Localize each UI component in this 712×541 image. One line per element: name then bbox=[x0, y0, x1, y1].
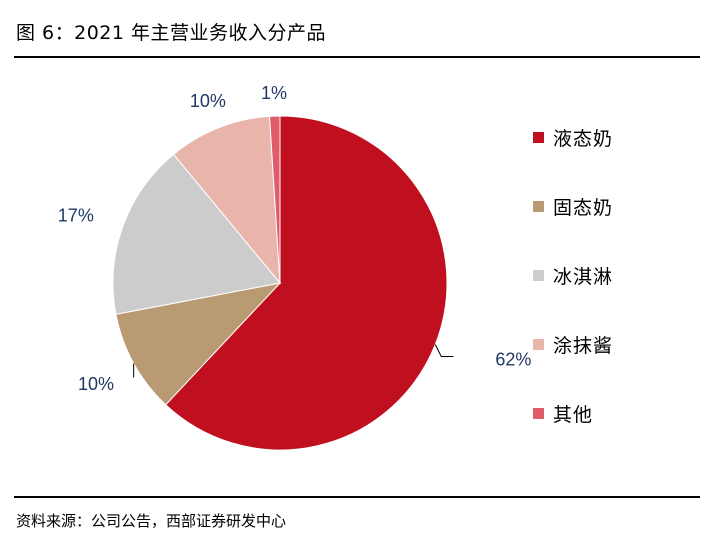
title-rule bbox=[14, 56, 700, 58]
legend-swatch bbox=[533, 408, 544, 419]
slice-label: 1% bbox=[261, 83, 287, 103]
legend-label: 涂抹酱 bbox=[553, 335, 614, 357]
source-note: 资料来源：公司公告，西部证券研发中心 bbox=[16, 512, 287, 530]
pie-slice bbox=[112, 153, 281, 315]
legend-swatch bbox=[533, 339, 544, 350]
legend-swatch bbox=[533, 201, 544, 212]
legend-label: 其他 bbox=[553, 404, 594, 426]
chart-title: 图 6：2021 年主营业务收入分产品 bbox=[16, 22, 327, 44]
legend-label: 冰淇淋 bbox=[553, 266, 614, 288]
pie-slice bbox=[268, 115, 281, 284]
pie-slice bbox=[164, 115, 448, 451]
slice-label: 10% bbox=[78, 374, 114, 394]
slice-label: 62% bbox=[495, 350, 531, 370]
legend-label: 液态奶 bbox=[553, 128, 614, 150]
footer-rule bbox=[14, 496, 700, 498]
legend-label: 固态奶 bbox=[553, 197, 614, 219]
slice-label: 10% bbox=[190, 91, 226, 111]
pie-slice bbox=[172, 115, 281, 285]
leader-line bbox=[434, 344, 454, 357]
legend-swatch bbox=[533, 270, 544, 281]
legend-swatch bbox=[533, 132, 544, 143]
slice-label: 17% bbox=[58, 205, 94, 225]
